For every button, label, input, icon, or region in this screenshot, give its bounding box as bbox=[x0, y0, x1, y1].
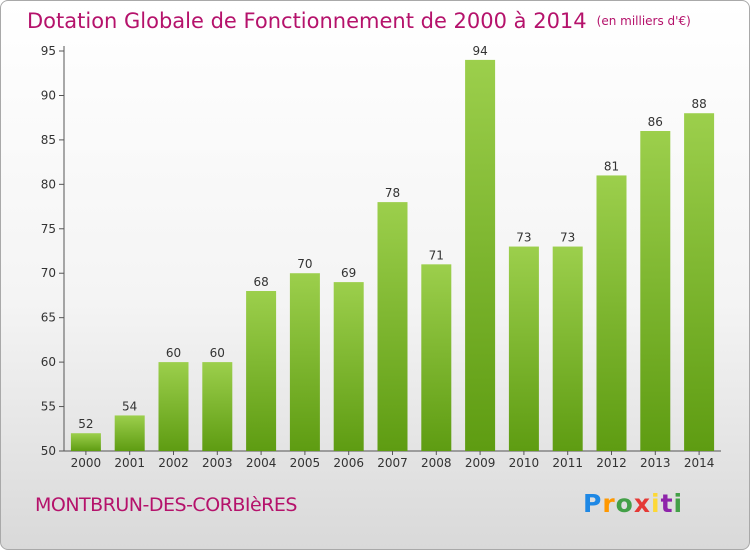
data-label: 54 bbox=[122, 399, 137, 413]
x-tick-label: 2002 bbox=[158, 456, 189, 470]
bar bbox=[202, 362, 233, 451]
bar bbox=[289, 273, 320, 451]
bar bbox=[596, 175, 627, 451]
logo-letter: i bbox=[673, 489, 684, 518]
x-tick-label: 2003 bbox=[202, 456, 233, 470]
logo-letter: t bbox=[660, 489, 674, 518]
data-label: 78 bbox=[385, 186, 400, 200]
x-tick-label: 2000 bbox=[71, 456, 102, 470]
x-tick-label: 2006 bbox=[333, 456, 364, 470]
x-tick-label: 2004 bbox=[246, 456, 277, 470]
bar bbox=[333, 282, 364, 451]
bar bbox=[640, 131, 671, 451]
x-tick-label: 2007 bbox=[377, 456, 408, 470]
x-tick-label: 2014 bbox=[684, 456, 715, 470]
y-tick-label: 85 bbox=[41, 133, 56, 147]
proxiti-logo: Proxiti bbox=[583, 489, 683, 518]
x-tick-label: 2012 bbox=[596, 456, 627, 470]
data-label: 86 bbox=[648, 115, 663, 129]
logo-letter: x bbox=[633, 489, 651, 518]
y-tick-label: 75 bbox=[41, 222, 56, 236]
data-label: 88 bbox=[691, 97, 706, 111]
logo-letter: i bbox=[651, 489, 661, 518]
x-tick-label: 2011 bbox=[552, 456, 583, 470]
chart-subtitle: (en milliers d'€) bbox=[596, 14, 691, 28]
y-tick-label: 95 bbox=[41, 44, 56, 58]
bar bbox=[246, 291, 277, 451]
data-label: 73 bbox=[516, 231, 531, 245]
bar bbox=[70, 433, 101, 451]
y-tick-label: 50 bbox=[41, 444, 56, 458]
x-tick-label: 2005 bbox=[290, 456, 321, 470]
y-tick-label: 90 bbox=[41, 88, 56, 102]
data-label: 69 bbox=[341, 266, 356, 280]
data-label: 71 bbox=[429, 248, 444, 262]
bar bbox=[421, 264, 452, 451]
logo-letter: r bbox=[602, 489, 616, 518]
y-tick-label: 65 bbox=[41, 311, 56, 325]
data-label: 94 bbox=[472, 44, 487, 58]
data-label: 70 bbox=[297, 257, 312, 271]
logo-letter: o bbox=[615, 489, 634, 518]
y-tick-label: 80 bbox=[41, 177, 56, 191]
x-tick-label: 2001 bbox=[114, 456, 145, 470]
x-tick-label: 2009 bbox=[465, 456, 496, 470]
chart-title: Dotation Globale de Fonctionnement de 20… bbox=[27, 9, 691, 33]
bar bbox=[684, 113, 715, 451]
x-tick-label: 2008 bbox=[421, 456, 452, 470]
x-tick-label: 2013 bbox=[640, 456, 671, 470]
bar bbox=[465, 59, 496, 452]
data-label: 60 bbox=[166, 346, 181, 360]
commune-name: MONTBRUN-DES-CORBIèRES bbox=[35, 494, 297, 516]
data-label: 81 bbox=[604, 159, 619, 173]
chart-title-text: Dotation Globale de Fonctionnement de 20… bbox=[27, 9, 587, 33]
bar bbox=[552, 246, 583, 451]
data-label: 60 bbox=[210, 346, 225, 360]
bar bbox=[377, 202, 408, 451]
logo-letter: P bbox=[583, 489, 603, 518]
data-label: 68 bbox=[253, 275, 268, 289]
bar bbox=[508, 246, 539, 451]
data-label: 73 bbox=[560, 231, 575, 245]
bar bbox=[158, 362, 189, 451]
bar bbox=[114, 415, 145, 451]
x-tick-label: 2010 bbox=[509, 456, 540, 470]
y-tick-label: 70 bbox=[41, 266, 56, 280]
y-tick-label: 55 bbox=[41, 400, 56, 414]
y-tick-label: 60 bbox=[41, 355, 56, 369]
data-label: 52 bbox=[78, 417, 93, 431]
